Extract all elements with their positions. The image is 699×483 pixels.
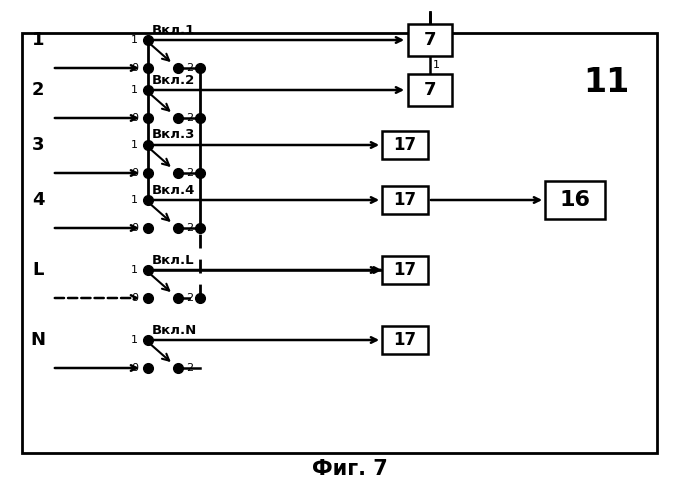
Bar: [382, 131, 428, 159]
Text: Вкл.4: Вкл.4: [152, 184, 196, 197]
Text: Вкл.2: Вкл.2: [152, 73, 195, 86]
Text: Фиг. 7: Фиг. 7: [312, 459, 388, 479]
Text: 3: 3: [31, 136, 44, 154]
Text: 7: 7: [424, 81, 436, 99]
Text: 1: 1: [131, 195, 138, 205]
Text: Вкл.N: Вкл.N: [152, 324, 197, 337]
Text: Вкл.1: Вкл.1: [152, 24, 195, 37]
Bar: [22, 33, 657, 453]
Text: 0: 0: [131, 113, 138, 123]
Text: 2: 2: [186, 363, 193, 373]
Text: 2: 2: [186, 63, 193, 73]
Text: 0: 0: [131, 168, 138, 178]
Text: 0: 0: [131, 223, 138, 233]
Text: 0: 0: [131, 363, 138, 373]
Text: 0: 0: [131, 63, 138, 73]
Text: 1: 1: [131, 35, 138, 45]
Text: 1: 1: [433, 60, 440, 70]
Text: 4: 4: [31, 191, 44, 209]
Bar: [382, 186, 428, 214]
Bar: [382, 256, 428, 284]
Text: 2: 2: [186, 168, 193, 178]
Bar: [382, 326, 428, 354]
Text: 1: 1: [131, 85, 138, 95]
Text: 1: 1: [31, 31, 44, 49]
Bar: [408, 74, 452, 106]
Text: 1: 1: [131, 335, 138, 345]
Text: 2: 2: [186, 113, 193, 123]
Text: 1: 1: [131, 265, 138, 275]
Text: 0: 0: [131, 293, 138, 303]
Text: N: N: [31, 331, 45, 349]
Text: 17: 17: [394, 331, 417, 349]
Text: 11: 11: [583, 67, 629, 99]
Text: 16: 16: [559, 190, 591, 210]
Text: 2: 2: [186, 223, 193, 233]
Text: 17: 17: [394, 261, 417, 279]
Text: Вкл.3: Вкл.3: [152, 128, 196, 142]
Text: 1: 1: [131, 140, 138, 150]
Text: 17: 17: [394, 136, 417, 154]
Text: 2: 2: [186, 293, 193, 303]
Text: 2: 2: [31, 81, 44, 99]
Text: 17: 17: [394, 191, 417, 209]
Text: L: L: [32, 261, 44, 279]
Text: Вкл.L: Вкл.L: [152, 254, 194, 267]
Bar: [545, 181, 605, 219]
Text: 7: 7: [424, 31, 436, 49]
Bar: [408, 24, 452, 56]
